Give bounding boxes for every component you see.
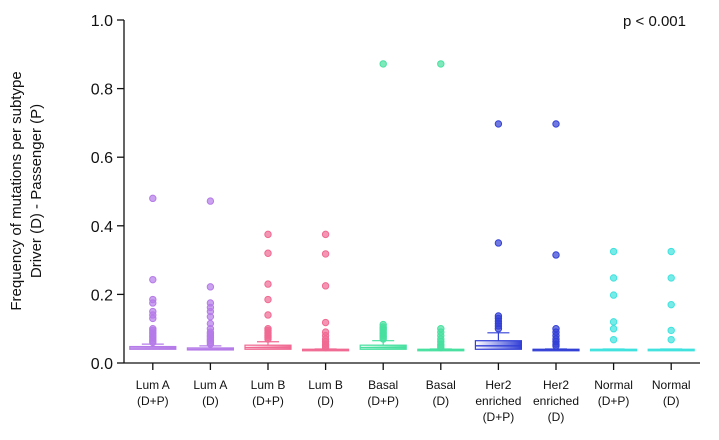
x-category-label: Normal xyxy=(652,378,691,392)
outlier-point xyxy=(609,274,618,282)
p-value-annotation: p < 0.001 xyxy=(623,13,686,30)
outlier-point xyxy=(667,300,675,309)
x-category-label: Lum B xyxy=(308,378,343,392)
outlier-point xyxy=(494,325,503,333)
y-axis-title: Frequency of mutations per subtype Drive… xyxy=(8,71,45,310)
outlier-point xyxy=(552,342,560,350)
outlier-point xyxy=(552,120,560,128)
x-category-label: enriched xyxy=(533,394,579,408)
outlier-point xyxy=(206,283,215,291)
x-category-labels: Lum A (D+P) Lum A (D) Lum B (D+P) Lum B (D) Basa… xyxy=(136,363,691,424)
outlier-point xyxy=(667,274,675,282)
x-category-label: Lum A xyxy=(193,378,227,392)
box-group xyxy=(532,120,580,352)
x-category-label: Basal xyxy=(368,378,398,392)
x-category-label: (D+P) xyxy=(137,394,169,408)
y-tick-label: 0.6 xyxy=(91,150,113,167)
y-tick-label: 0.8 xyxy=(91,82,113,99)
y-ticks: 0.0 0.2 0.4 0.6 0.8 1.0 xyxy=(91,13,124,373)
x-category-label: Her2 xyxy=(543,378,569,392)
outlier-point xyxy=(667,247,675,256)
boxes xyxy=(129,60,695,352)
box-group xyxy=(359,60,407,350)
y-axis-title-line-2: Driver (D) - Passenger (P) xyxy=(28,104,45,278)
outlier-point xyxy=(667,335,675,344)
outlier-point xyxy=(149,314,157,323)
outlier-point xyxy=(321,230,330,239)
x-category-label: (D) xyxy=(548,410,565,424)
outlier-point xyxy=(609,325,618,333)
x-category-label: Her2 xyxy=(485,378,511,392)
box-group xyxy=(647,247,695,352)
outlier-point xyxy=(264,249,272,257)
outlier-point xyxy=(264,295,272,304)
box-group xyxy=(186,197,234,351)
outlier-point xyxy=(264,230,272,239)
outlier-point xyxy=(437,343,445,352)
box-group xyxy=(244,230,292,350)
x-category-label: Normal xyxy=(594,378,633,392)
x-category-label: (D) xyxy=(202,394,219,408)
y-tick-label: 0.0 xyxy=(91,356,113,373)
outlier-point xyxy=(321,343,330,352)
x-category-label: (D+P) xyxy=(252,394,284,408)
y-tick-label: 1.0 xyxy=(91,13,113,30)
x-category-label: (D) xyxy=(663,394,680,408)
x-category-label: Basal xyxy=(426,378,456,392)
outlier-point xyxy=(552,251,560,259)
outlier-point xyxy=(264,311,272,319)
outlier-point xyxy=(609,335,618,344)
outlier-point xyxy=(206,312,215,321)
outlier-point xyxy=(437,60,445,68)
outlier-point xyxy=(321,318,330,327)
outlier-point xyxy=(609,318,618,326)
outlier-point xyxy=(379,335,387,343)
outlier-point xyxy=(494,239,503,247)
x-category-label: Lum A xyxy=(136,378,170,392)
outlier-point xyxy=(667,326,675,335)
outlier-point xyxy=(321,282,330,290)
outlier-point xyxy=(149,275,157,284)
x-category-label: (D) xyxy=(317,394,334,408)
box-group xyxy=(589,247,638,352)
outlier-point xyxy=(149,338,157,347)
outlier-point xyxy=(206,197,215,205)
box xyxy=(474,340,522,350)
x-category-label: (D+P) xyxy=(367,394,399,408)
outlier-point xyxy=(321,250,330,258)
outlier-point xyxy=(264,335,272,343)
outlier-point xyxy=(609,247,618,256)
outlier-point xyxy=(494,120,503,128)
x-category-label: (D) xyxy=(432,394,449,408)
x-category-label: enriched xyxy=(475,394,521,408)
box-group xyxy=(129,194,177,350)
y-tick-label: 0.2 xyxy=(91,287,113,304)
outlier-point xyxy=(206,340,215,348)
box-group xyxy=(302,230,350,352)
outlier-point xyxy=(149,194,157,203)
x-category-label: (D+P) xyxy=(598,394,630,408)
y-tick-label: 0.4 xyxy=(91,219,113,236)
outlier-point xyxy=(149,299,157,307)
outlier-point xyxy=(264,280,272,288)
axes xyxy=(123,20,700,364)
box-group xyxy=(417,60,465,352)
x-category-label: Lum B xyxy=(251,378,286,392)
y-axis-title-line-1: Frequency of mutations per subtype xyxy=(8,71,25,310)
outlier-point xyxy=(379,60,387,68)
x-category-label: (D+P) xyxy=(483,410,515,424)
box-group xyxy=(474,120,522,350)
outlier-point xyxy=(609,291,618,299)
